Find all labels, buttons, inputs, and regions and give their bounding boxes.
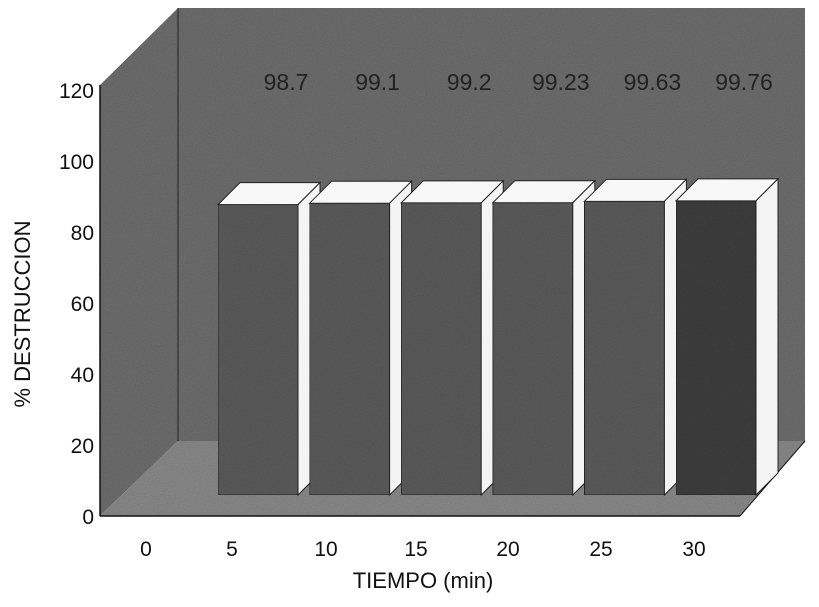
x-tick-label: 15 [404, 538, 427, 561]
bar-front [400, 202, 482, 496]
x-tick-label: 10 [314, 538, 337, 561]
y-axis-ticks: 0 20 40 60 80 100 120 [59, 80, 94, 529]
x-axis-ticks: 0 5 10 15 20 25 30 [140, 538, 706, 561]
data-label: 98.7 [264, 69, 309, 95]
data-label: 99.1 [355, 69, 400, 95]
y-tick-label: 40 [71, 364, 94, 387]
bar-20: 99.23 [491, 69, 597, 497]
y-tick-label: 60 [71, 293, 94, 316]
data-label: 99.63 [624, 69, 682, 95]
bar-25: 99.63 [583, 69, 688, 497]
x-tick-label: 5 [226, 538, 238, 561]
bar-30: 99.76 [674, 69, 780, 497]
bar-front [309, 202, 391, 496]
left-wall [100, 8, 178, 516]
y-tick-label: 0 [82, 506, 94, 529]
bars: 98.7 99.1 99.2 99.23 99.63 99.76 [216, 69, 780, 497]
data-label: 99.23 [532, 69, 590, 95]
x-axis-title: TIEMPO (min) [353, 568, 494, 593]
bar-front [583, 200, 665, 496]
data-label: 99.2 [447, 69, 492, 95]
x-tick-label: 30 [682, 538, 705, 561]
x-tick-label: 20 [496, 538, 519, 561]
bar-side [755, 177, 779, 497]
y-tick-label: 100 [59, 151, 94, 174]
y-tick-label: 20 [71, 435, 94, 458]
data-label: 99.76 [715, 69, 773, 95]
y-axis-title: % DESTRUCCION [10, 220, 35, 407]
y-tick-label: 120 [59, 80, 94, 103]
bar-front [492, 202, 574, 496]
bar-front [217, 204, 299, 496]
x-tick-label: 25 [589, 538, 612, 561]
y-tick-label: 80 [71, 222, 94, 245]
x-tick-label: 0 [140, 538, 152, 561]
bar-front [675, 200, 757, 496]
